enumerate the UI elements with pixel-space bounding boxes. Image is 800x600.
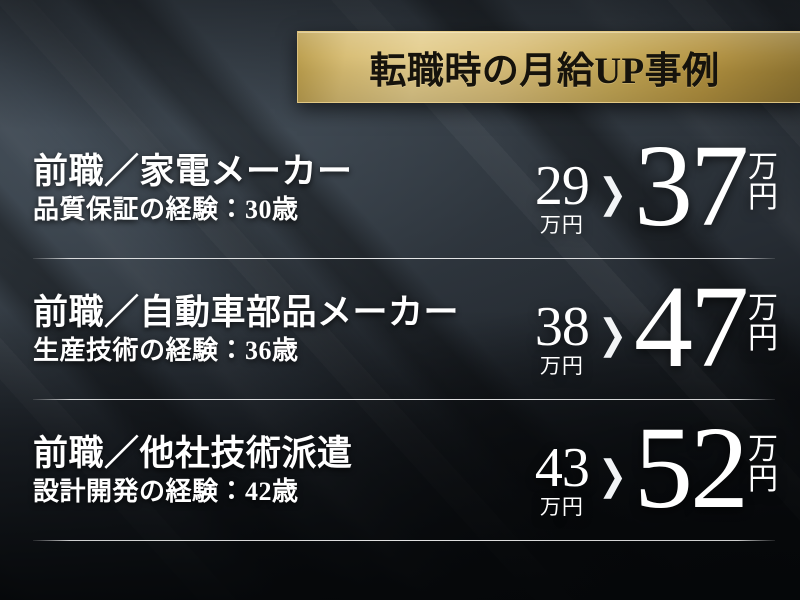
salary-after-unit-man: 万 [748, 291, 778, 325]
salary-after-unit: 万 円 [748, 150, 778, 215]
salary-before-unit: 万円 [539, 213, 584, 238]
background-bottom-shade [0, 310, 800, 600]
salary-after-unit-en: 円 [748, 463, 778, 497]
salary-after-value: 47 [634, 260, 749, 392]
salary-before: 38 万円 [534, 296, 590, 379]
salary-case-row: 前職／自動車部品メーカー 生産技術の経験：36歳 38 万円 ❯ 47 万 円 [0, 259, 800, 400]
job-info: 前職／自動車部品メーカー 生産技術の経験：36歳 [33, 292, 459, 368]
salary-after: 52 万 円 [634, 401, 778, 533]
salary-after-unit-man: 万 [748, 432, 778, 466]
salary-case-list: 前職／家電メーカー 品質保証の経験：30歳 29 万円 ❯ 37 万 円 [0, 118, 800, 541]
job-experience: 生産技術の経験：36歳 [33, 335, 299, 365]
job-info: 前職／家電メーカー 品質保証の経験：30歳 [33, 151, 353, 227]
salary-before: 43 万円 [534, 437, 590, 520]
salary-after-unit-en: 円 [748, 322, 778, 356]
row-divider [33, 258, 775, 259]
salary-after-unit-man: 万 [748, 150, 778, 184]
job-info: 前職／他社技術派遣 設計開発の経験：42歳 [33, 433, 353, 509]
page-title: 転職時の月給UP事例 [369, 51, 720, 92]
salary-after-value: 37 [634, 119, 749, 251]
arrow-right-icon: ❯ [597, 454, 627, 499]
row-divider [33, 399, 775, 400]
salary-before-value: 38 [534, 296, 590, 359]
job-title: 前職／他社技術派遣 [33, 433, 353, 473]
salary-comparison: 29 万円 ❯ 37 万 円 [534, 119, 778, 251]
salary-case-row: 前職／他社技術派遣 設計開発の経験：42歳 43 万円 ❯ 52 万 円 [0, 400, 800, 541]
salary-before-value: 29 [534, 155, 590, 218]
salary-after-value: 52 [634, 401, 749, 533]
arrow-right-icon: ❯ [597, 313, 627, 358]
salary-before-unit: 万円 [539, 354, 584, 379]
salary-comparison: 38 万円 ❯ 47 万 円 [534, 260, 778, 392]
title-banner: 転職時の月給UP事例 [297, 31, 800, 103]
job-experience: 設計開発の経験：42歳 [33, 476, 299, 506]
salary-before: 29 万円 [534, 155, 590, 238]
salary-before-unit: 万円 [539, 495, 584, 520]
salary-after: 37 万 円 [634, 119, 778, 251]
salary-after-unit-en: 円 [748, 181, 778, 215]
job-title: 前職／家電メーカー [33, 151, 353, 191]
arrow-right-icon: ❯ [597, 172, 627, 217]
salary-comparison: 43 万円 ❯ 52 万 円 [534, 401, 778, 533]
salary-case-row: 前職／家電メーカー 品質保証の経験：30歳 29 万円 ❯ 37 万 円 [0, 118, 800, 259]
salary-before-value: 43 [534, 437, 590, 500]
salary-after-unit: 万 円 [748, 432, 778, 497]
salary-after-unit: 万 円 [748, 291, 778, 356]
job-title: 前職／自動車部品メーカー [33, 292, 460, 332]
job-experience: 品質保証の経験：30歳 [33, 194, 299, 224]
row-divider [33, 540, 775, 541]
salary-after: 47 万 円 [634, 260, 778, 392]
